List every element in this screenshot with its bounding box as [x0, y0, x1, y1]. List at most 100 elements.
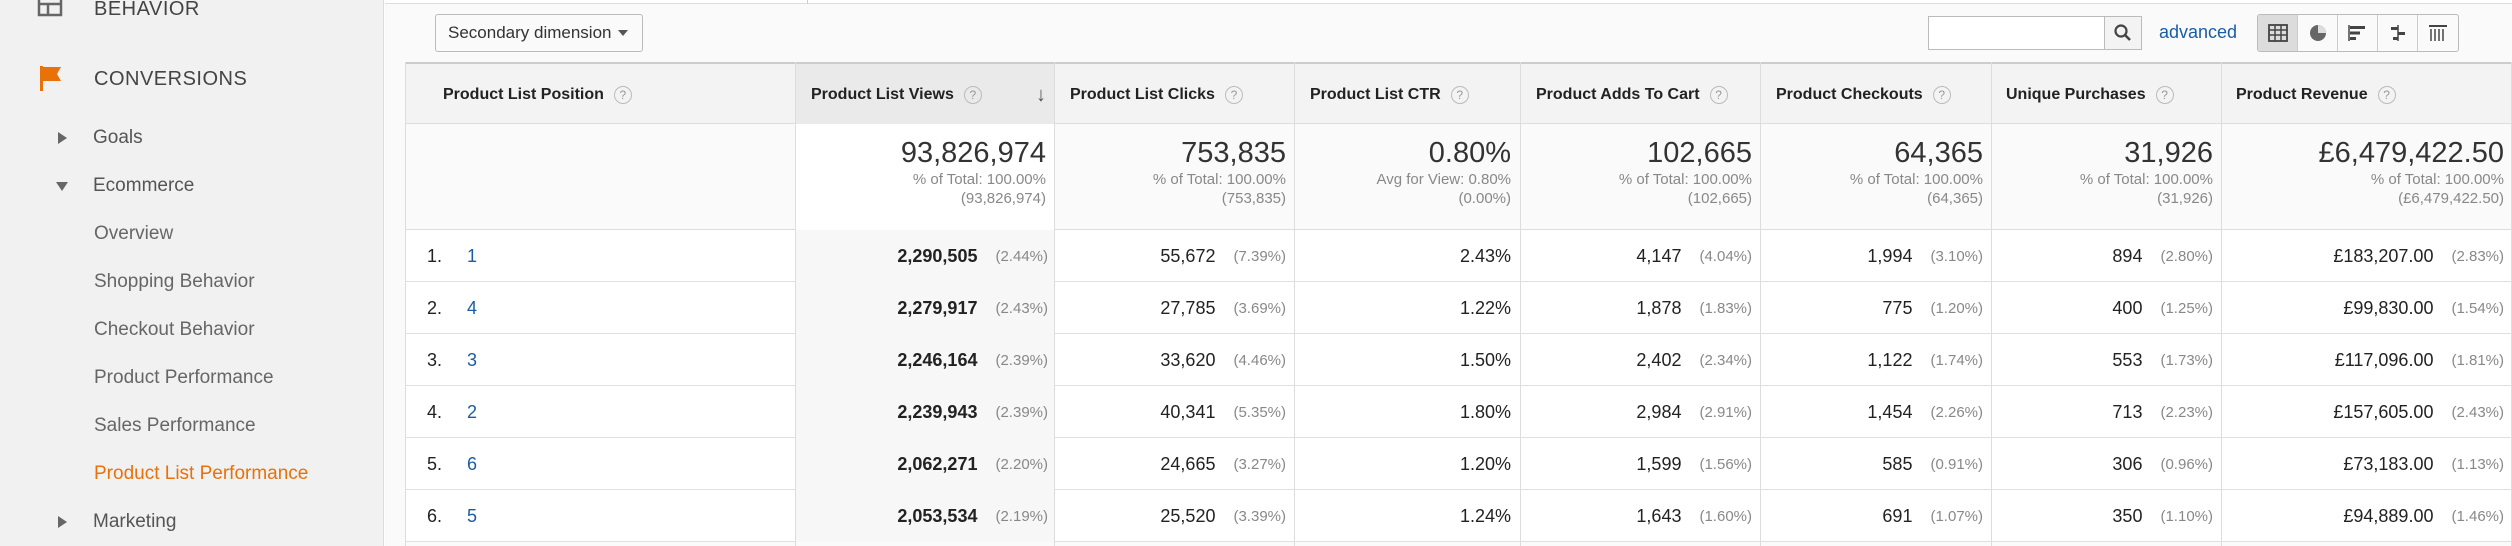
cell-purchases: 553 (1.73%) — [2112, 349, 2213, 370]
help-icon[interactable]: ? — [1224, 86, 1243, 104]
search-button[interactable] — [2104, 16, 2142, 50]
sidebar-item-marketing[interactable]: Marketing — [0, 502, 383, 542]
total-value: £6,479,422.50 — [2318, 137, 2504, 169]
column-divider — [1520, 62, 1521, 546]
secondary-dimension-dropdown[interactable]: Secondary dimension — [435, 14, 643, 52]
table-header: Product List Position? Product List View… — [405, 62, 2512, 126]
sidebar-item-product-performance[interactable]: Product Performance — [0, 358, 383, 398]
cell-purchases: 894 (2.80%) — [2112, 245, 2213, 266]
total-product-list-clicks: 753,835 % of Total: 100.00% (753,835) — [1054, 124, 1286, 230]
behavior-icon — [37, 0, 63, 17]
sidebar-item-label: Ecommerce — [93, 175, 195, 196]
column-divider — [1054, 62, 1055, 546]
column-header-label: Product List Views — [811, 86, 954, 103]
expand-right-icon — [58, 516, 67, 528]
total-percent: % of Total: 100.00% — [1849, 171, 1983, 188]
sidebar-item-overview[interactable]: Overview — [0, 214, 383, 254]
help-icon[interactable]: ? — [613, 86, 632, 104]
column-header-product-checkouts[interactable]: Product Checkouts? — [1776, 64, 1951, 126]
cell-checkouts: 1,122 (1.74%) — [1867, 349, 1983, 370]
position-link[interactable]: 6 — [467, 453, 478, 474]
cell-views: 2,239,943 (2.39%) — [897, 401, 1048, 422]
help-icon[interactable]: ? — [2155, 86, 2174, 104]
sidebar-item-goals[interactable]: Goals — [0, 118, 383, 158]
sidebar-item-checkout-behavior[interactable]: Checkout Behavior — [0, 310, 383, 350]
sidebar-item-product-list-performance[interactable]: Product List Performance — [0, 454, 383, 494]
cell-views: 2,279,917 (2.43%) — [897, 297, 1048, 318]
position-link[interactable]: 1 — [467, 245, 478, 266]
column-header-product-list-views[interactable]: Product List Views? ↓ — [795, 64, 1054, 126]
total-percent: Avg for View: 0.80% — [1376, 171, 1511, 188]
column-header-product-revenue[interactable]: Product Revenue? — [2236, 64, 2396, 126]
performance-view-icon — [2347, 25, 2365, 41]
position-link[interactable]: 5 — [467, 505, 478, 526]
cell-ctr: 2.43% — [1459, 245, 1511, 266]
total-absolute: (93,826,974) — [960, 190, 1046, 207]
cell-revenue: £94,889.00 (1.46%) — [2343, 505, 2504, 526]
expand-right-icon — [58, 132, 67, 144]
cell-ctr: 1.20% — [1459, 453, 1511, 474]
help-icon[interactable]: ? — [963, 86, 982, 104]
cell-adds: 4,147 (4.04%) — [1636, 245, 1752, 266]
pivot-view-button[interactable] — [2418, 15, 2458, 51]
performance-view-button[interactable] — [2338, 15, 2378, 51]
cell-revenue: £183,207.00 (2.83%) — [2333, 245, 2504, 266]
row-number: 4. — [427, 401, 443, 422]
sidebar-item-shopping-behavior[interactable]: Shopping Behavior — [0, 262, 383, 302]
total-product-list-ctr: 0.80% Avg for View: 0.80% (0.00%) — [1294, 124, 1511, 230]
cell-clicks: 40,341 (5.35%) — [1160, 401, 1286, 422]
comparison-view-button[interactable] — [2378, 15, 2418, 51]
help-icon[interactable]: ? — [1450, 86, 1469, 104]
position-link[interactable]: 4 — [467, 297, 478, 318]
row-number: 2. — [427, 297, 443, 318]
expand-down-icon — [56, 182, 68, 191]
help-icon[interactable]: ? — [1709, 86, 1728, 104]
total-value: 93,826,974 — [900, 137, 1046, 169]
total-value: 31,926 — [2124, 137, 2213, 169]
pie-view-button[interactable] — [2298, 15, 2338, 51]
total-product-revenue: £6,479,422.50 % of Total: 100.00% (£6,47… — [2221, 124, 2504, 230]
column-header-label: Product List CTR — [1310, 86, 1441, 103]
column-header-unique-purchases[interactable]: Unique Purchases? — [2006, 64, 2174, 126]
sidebar-item-label: Overview — [94, 223, 174, 244]
comparison-view-icon — [2390, 25, 2405, 41]
table-row: 1. 1 2,290,505 (2.44%) 55,672 (7.39%) 2.43… — [405, 230, 2512, 282]
total-percent: % of Total: 100.00% — [1618, 171, 1752, 188]
column-header-label: Product Adds To Cart — [1536, 86, 1700, 103]
help-icon[interactable]: ? — [2377, 86, 2396, 104]
sidebar-item-ecommerce[interactable]: Ecommerce — [0, 166, 383, 206]
column-header-product-adds-to-cart[interactable]: Product Adds To Cart? — [1536, 64, 1728, 126]
total-product-checkouts: 64,365 % of Total: 100.00% (64,365) — [1760, 124, 1983, 230]
cell-checkouts: 585 (0.91%) — [1882, 453, 1983, 474]
help-icon[interactable]: ? — [1932, 86, 1951, 104]
table-search-input[interactable] — [1928, 16, 2104, 50]
column-header-product-list-ctr[interactable]: Product List CTR? — [1310, 64, 1469, 126]
row-number: 6. — [427, 505, 443, 526]
sidebar-item-label: Goals — [93, 127, 143, 148]
position-link[interactable]: 2 — [467, 401, 478, 422]
advanced-filter-link[interactable]: advanced — [2159, 22, 2238, 42]
position-link[interactable]: 3 — [467, 349, 478, 370]
column-header-product-list-position[interactable]: Product List Position? — [443, 64, 632, 126]
sidebar-item-sales-performance[interactable]: Sales Performance — [0, 406, 383, 446]
column-header-product-list-clicks[interactable]: Product List Clicks? — [1070, 64, 1243, 126]
sidebar-item-label: Shopping Behavior — [94, 271, 255, 292]
row-number: 5. — [427, 453, 443, 474]
total-absolute: (102,665) — [1687, 190, 1752, 207]
cell-revenue: £157,605.00 (2.43%) — [2333, 401, 2504, 422]
views-highlight — [795, 282, 1054, 334]
cell-ctr: 1.24% — [1459, 505, 1511, 526]
totals-row: 93,826,974 % of Total: 100.00% (93,826,9… — [405, 124, 2512, 230]
cell-purchases: 713 (2.23%) — [2112, 401, 2213, 422]
cell-adds: 1,599 (1.56%) — [1636, 453, 1752, 474]
views-highlight — [795, 124, 1054, 230]
table-view-button[interactable] — [2258, 15, 2298, 51]
cell-clicks: 33,620 (4.46%) — [1160, 349, 1286, 370]
cell-clicks: 25,520 (3.39%) — [1160, 505, 1286, 526]
chevron-down-icon — [618, 30, 628, 36]
flag-icon — [40, 66, 61, 91]
total-unique-purchases: 31,926 % of Total: 100.00% (31,926) — [1991, 124, 2213, 230]
cell-checkouts: 691 (1.07%) — [1882, 505, 1983, 526]
total-absolute: (0.00%) — [1458, 190, 1511, 207]
total-absolute: (64,365) — [1927, 190, 1983, 207]
